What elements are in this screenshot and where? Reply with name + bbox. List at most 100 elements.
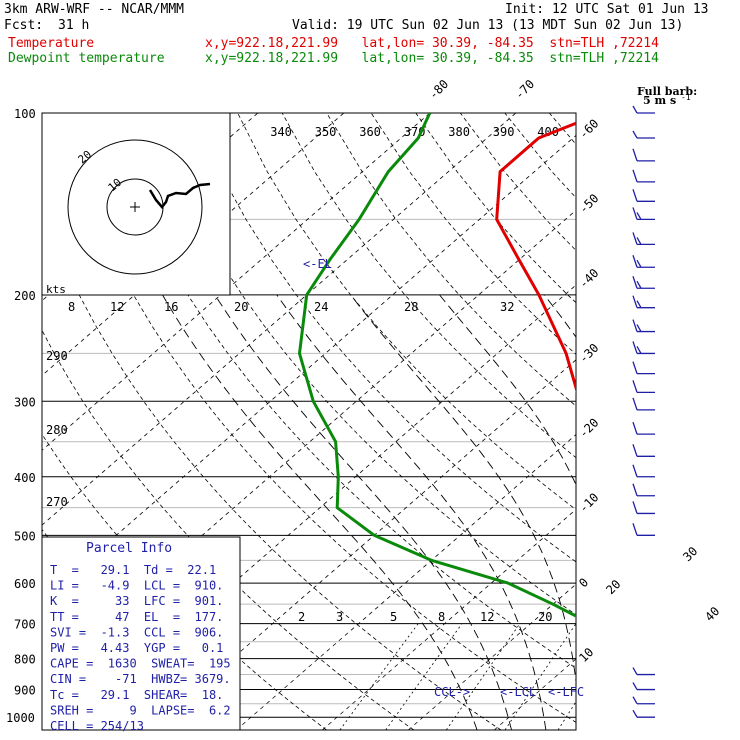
temperature-label-m30: -30 xyxy=(576,341,601,366)
sounding-curves xyxy=(298,113,576,618)
wind-barb-feather xyxy=(632,421,638,435)
wind-barb-feather xyxy=(636,300,642,309)
mixing-ratio-line xyxy=(339,623,419,730)
hodograph-units: kts xyxy=(46,283,66,296)
moist-adiabat xyxy=(162,294,478,730)
temperature-axis: -80 -70 -60 -50 -40 -30 -20 -10 0 10 20 30 40 xyxy=(426,77,722,665)
isotherm xyxy=(408,583,576,730)
dewpoint-temperature-curve xyxy=(298,113,576,618)
valid-time: Valid: 19 UTC Sun 02 Jun 13 (13 MDT Sun … xyxy=(292,18,684,33)
wind-barb-230 xyxy=(632,319,655,333)
moist-adiabat xyxy=(214,294,512,730)
wind-barb-130 xyxy=(632,169,655,183)
temperature-label-10: 10 xyxy=(576,645,596,665)
wind-barb-140 xyxy=(632,189,655,202)
hodograph-ring-outer xyxy=(67,139,203,275)
pressure-label-900: 900 xyxy=(14,684,36,698)
moist-adiabat xyxy=(276,294,547,730)
dry-adiabat xyxy=(683,113,740,730)
pressure-label-400: 400 xyxy=(14,471,36,485)
wind-barb-1000 xyxy=(632,709,655,718)
wind-barb-feather xyxy=(636,212,642,220)
lcl-marker: <-LCL xyxy=(500,685,536,699)
wind-barbs xyxy=(632,105,655,718)
wind-barb-100 xyxy=(632,105,655,114)
wind-barb-feather xyxy=(632,397,638,411)
wind-barb-feather xyxy=(636,346,642,354)
lower-axis-label-32: 32 xyxy=(500,300,514,314)
wind-barb-feather xyxy=(632,319,638,332)
temperature-label-30: 30 xyxy=(680,544,700,564)
wind-barb-270 xyxy=(632,361,655,375)
mixing-ratio-line xyxy=(445,623,521,730)
parcel-info-row: TT = 47 EL = 177. xyxy=(50,610,223,624)
mixing-ratio-label-2: 2 xyxy=(298,610,305,624)
wind-barb-feather xyxy=(632,709,638,718)
wind-barb-feather xyxy=(632,295,638,308)
wind-barb-feather xyxy=(636,280,642,289)
lower-axis-label-24: 24 xyxy=(314,300,328,314)
wind-barb-110 xyxy=(632,130,655,139)
lower-axis-label-16: 16 xyxy=(164,300,178,314)
dry-adiabat xyxy=(326,113,576,407)
lower-axis-label-20: 20 xyxy=(234,300,248,314)
pressure-label-100: 100 xyxy=(14,107,36,121)
ccl-marker: CCL-> xyxy=(434,685,470,699)
parcel-info-row: CELL = 254/13 xyxy=(50,719,144,733)
parcel-info-row: LI = -4.9 LCL = 910. xyxy=(50,579,223,593)
moist-adiabat xyxy=(657,295,706,730)
temperature-label-m20: -20 xyxy=(576,415,601,440)
mixing-ratio-label-3: 3 xyxy=(336,610,343,624)
wind-barb-feather xyxy=(632,276,638,289)
wind-barb-feather xyxy=(632,501,638,514)
lfc-marker: <-LFC xyxy=(548,685,584,699)
temperature-label-m80: -80 xyxy=(426,77,451,102)
wind-barb-feather xyxy=(632,130,638,139)
wind-barb-195 xyxy=(632,276,655,289)
wind-barb-400 xyxy=(632,464,655,478)
dry-adiabat xyxy=(281,113,576,459)
barb-legend-exponent: -1 xyxy=(681,93,691,102)
temperature-label-m70: -70 xyxy=(512,77,537,102)
temperature-label-m10: -10 xyxy=(576,490,601,515)
parcel-info-row: T = 29.1 Td = 22.1 xyxy=(50,563,216,577)
parcel-info-title: Parcel Info xyxy=(86,541,172,556)
temperature-label-40: 40 xyxy=(702,604,722,624)
plot-frame xyxy=(41,112,577,731)
pressure-label-200: 200 xyxy=(14,289,36,303)
mixing-ratio-labels: 2 3 5 8 12 20 xyxy=(298,610,552,624)
wind-barb-150 xyxy=(632,207,655,221)
barb-legend-value: 5 m s xyxy=(643,94,676,107)
pressure-axis: 100 200 300 400 500 600 700 800 900 1000 xyxy=(6,107,36,725)
temperature-label-m60: -60 xyxy=(576,116,601,141)
parcel-info-row: CIN = -71 HWBZ= 3679. xyxy=(50,672,231,686)
lower-axis-label-8: 8 xyxy=(68,300,75,314)
lower-axis-label-12: 12 xyxy=(110,300,124,314)
hodograph-frame xyxy=(41,112,231,296)
parcel-info-row: Tc = 29.1 SHEAR= 18. xyxy=(50,688,223,702)
theta-label-left-290: 290 xyxy=(46,349,68,363)
wind-barb-feather xyxy=(632,232,638,245)
dry-adiabat xyxy=(594,113,740,730)
wind-barb-feather xyxy=(636,237,642,245)
bottom-axis-labels: 8 12 16 20 24 28 32 xyxy=(68,300,514,314)
mixing-ratio-line xyxy=(628,624,693,730)
theta-label-left-280: 280 xyxy=(46,423,68,437)
wind-barb-feather xyxy=(636,259,642,268)
theta-label-390: 390 xyxy=(493,125,515,139)
wind-barb-feather xyxy=(632,667,638,675)
isotherm xyxy=(666,113,740,730)
theta-label-350: 350 xyxy=(315,125,337,139)
moist-adiabat xyxy=(543,294,576,338)
parcel-info-row: CAPE = 1630 SWEAT= 195 xyxy=(50,657,231,671)
wind-barb-feather xyxy=(632,207,638,220)
mixing-ratio-label-5: 5 xyxy=(390,610,397,624)
mixing-ratio-label-20: 20 xyxy=(538,610,552,624)
wind-barb-950 xyxy=(632,696,655,705)
temperature-legend-info: x,y=922.18,221.99 lat,lon= 30.39, -84.35… xyxy=(205,36,659,51)
moist-adiabat xyxy=(718,295,740,730)
wind-barb-210 xyxy=(632,295,655,309)
barb-legend-title: Full barb: xyxy=(637,85,697,98)
mixing-ratio-line xyxy=(557,700,576,730)
